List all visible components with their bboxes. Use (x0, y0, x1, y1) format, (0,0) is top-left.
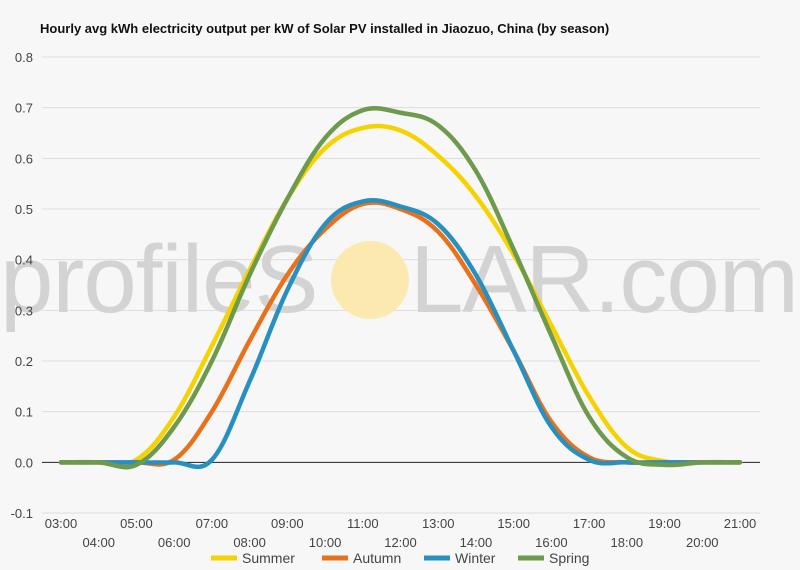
x-tick-label: 18:00 (611, 535, 644, 550)
chart-title: Hourly avg kWh electricity output per kW… (40, 21, 609, 36)
series-line-summer (58, 123, 743, 467)
y-tick-label: 0.3 (15, 303, 33, 318)
x-tick-label: 03:00 (45, 516, 78, 531)
x-tick-label: 10:00 (309, 535, 342, 550)
x-tick-label: 17:00 (573, 516, 606, 531)
y-tick-label: 0.2 (15, 354, 33, 369)
y-tick-label: 0.4 (15, 253, 33, 268)
x-tick-label: 09:00 (271, 516, 304, 531)
legend-label-spring: Spring (549, 550, 589, 566)
x-tick-label: 08:00 (233, 535, 266, 550)
x-tick-label: 05:00 (120, 516, 153, 531)
x-tick-label: 12:00 (384, 535, 417, 550)
legend-label-autumn: Autumn (353, 550, 401, 566)
watermark-text-left: profileS (0, 226, 318, 333)
y-tick-label: 0.6 (15, 151, 33, 166)
x-tick-label: 14:00 (460, 535, 493, 550)
watermark-sun-icon (331, 241, 409, 319)
y-axis: -0.1 0.0 0.1 0.2 0.3 0.4 0.5 0.6 0.7 0.8 (11, 50, 33, 521)
y-tick-label: 0.5 (15, 202, 33, 217)
x-tick-label: 21:00 (724, 516, 757, 531)
x-tick-label: 20:00 (686, 535, 719, 550)
series-lines (58, 106, 743, 470)
x-tick-label: 13:00 (422, 516, 455, 531)
series-line-spring (58, 106, 743, 470)
x-axis: 03:00 04:00 05:00 06:00 07:00 08:00 09:00 10:00… (45, 516, 757, 550)
series-line-winter (58, 198, 743, 470)
x-tick-label: 07:00 (196, 516, 229, 531)
x-tick-label: 16:00 (535, 535, 568, 550)
y-tick-label: -0.1 (11, 506, 33, 521)
x-tick-label: 11:00 (347, 516, 379, 531)
y-tick-label: 0.0 (15, 455, 33, 470)
legend-label-winter: Winter (455, 550, 496, 566)
y-tick-label: 0.7 (15, 101, 33, 116)
legend-label-summer: Summer (242, 550, 295, 566)
y-tick-label: 0.8 (15, 50, 33, 65)
x-tick-label: 06:00 (158, 535, 191, 550)
legend: Summer Autumn Winter Spring (211, 550, 589, 566)
x-tick-label: 19:00 (648, 516, 681, 531)
y-tick-label: 0.1 (15, 405, 33, 420)
watermark-text-right: LAR.com (410, 226, 798, 333)
x-tick-label: 04:00 (82, 535, 115, 550)
watermark-logo: profileS LAR.com (0, 226, 799, 333)
x-tick-label: 15:00 (497, 516, 530, 531)
